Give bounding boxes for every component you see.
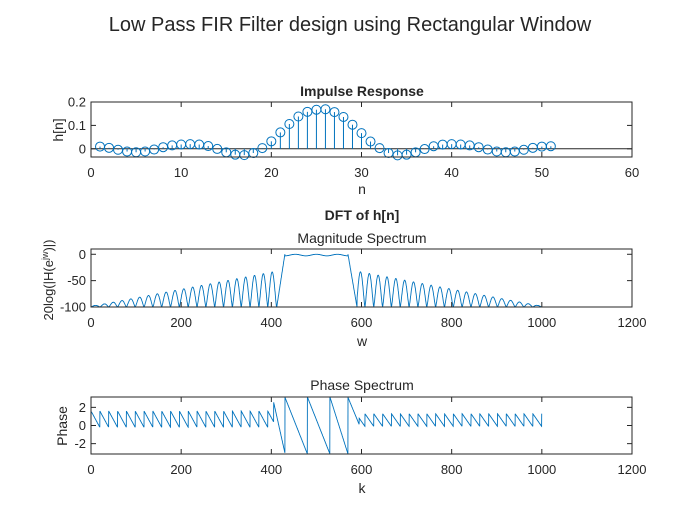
magnitude-spectrum-plot: DFT of h[n] Magnitude Spectrum 0 200 400 60…: [40, 207, 646, 349]
stem-marker: [473, 142, 484, 153]
x-tick-label: 0: [87, 462, 94, 477]
x-tick-label: 30: [354, 165, 368, 180]
x-tick-label: 60: [625, 165, 639, 180]
stem-marker: [203, 141, 214, 152]
magnitude-spectrum-title: Magnitude Spectrum: [297, 230, 426, 246]
stem-marker: [338, 111, 349, 122]
stem-marker: [374, 143, 385, 154]
x-tick-label: 600: [351, 315, 373, 330]
phase-line: [91, 397, 543, 454]
stem-marker: [320, 104, 331, 115]
x-tick-label: 200: [170, 315, 192, 330]
impulse-response-xlabel: n: [358, 181, 366, 197]
y-tick-label: -2: [74, 436, 86, 451]
phase-spectrum-ylabel: Phase: [54, 406, 70, 446]
x-tick-label: 1200: [618, 462, 647, 477]
y-tick-label: -50: [67, 273, 86, 288]
y-tick-label: -100: [60, 300, 86, 315]
stem-marker: [419, 144, 430, 155]
stem-marker: [257, 143, 268, 154]
x-tick-label: 20: [264, 165, 278, 180]
x-tick-label: 50: [535, 165, 549, 180]
magnitude-spectrum-ticks: 0 200 400 600 800 1000 1200 -100 -50 0: [60, 247, 646, 330]
x-tick-label: 1200: [618, 315, 647, 330]
stem-marker: [545, 141, 556, 152]
stem-marker: [248, 148, 259, 159]
y-tick-label: 0: [79, 141, 86, 156]
x-tick-label: 600: [351, 462, 373, 477]
x-tick-label: 0: [87, 165, 94, 180]
impulse-response-marks: [91, 104, 632, 161]
x-tick-label: 1000: [527, 462, 556, 477]
phase-spectrum-marks: [91, 397, 543, 454]
x-tick-label: 800: [441, 462, 463, 477]
x-tick-label: 400: [260, 462, 282, 477]
impulse-response-ticks: 0 10 20 30 40 50 60 0 0.1 0.2: [68, 95, 639, 181]
y-tick-label: 0: [79, 418, 86, 433]
phase-spectrum-ticks: 0 200 400 600 800 1000 1200-202: [74, 397, 646, 477]
y-tick-label: 0.1: [68, 118, 86, 133]
stem-marker: [293, 111, 304, 122]
x-tick-label: 200: [170, 462, 192, 477]
stem-marker: [266, 136, 277, 147]
impulse-response-ylabel: h[n]: [50, 118, 66, 141]
x-tick-label: 40: [444, 165, 458, 180]
magnitude-spectrum-xlabel: w: [356, 333, 368, 349]
figure-title: Low Pass FIR Filter design using Rectang…: [109, 14, 592, 36]
x-tick-label: 1000: [527, 315, 556, 330]
dft-suptitle: DFT of h[n]: [325, 207, 400, 223]
x-tick-label: 10: [174, 165, 188, 180]
magnitude-line: [91, 253, 542, 307]
stem-marker: [149, 144, 160, 155]
y-tick-label: 0.2: [68, 95, 86, 110]
y-tick-label: 0: [79, 247, 86, 262]
phase-spectrum-xlabel: k: [359, 480, 367, 496]
x-tick-label: 800: [441, 315, 463, 330]
stem-marker: [356, 128, 367, 139]
x-tick-label: 0: [87, 315, 94, 330]
stem-marker: [365, 136, 376, 147]
phase-spectrum-title: Phase Spectrum: [310, 377, 414, 393]
stem-marker: [284, 119, 295, 129]
stem-marker: [212, 143, 223, 154]
phase-spectrum-axes: [90, 396, 633, 455]
stem-marker: [401, 149, 412, 160]
magnitude-spectrum-ylabel: 20log(|H(ejw)|): [40, 239, 56, 320]
magnitude-spectrum-marks: [91, 253, 542, 307]
x-tick-label: 400: [260, 315, 282, 330]
stem-marker: [275, 127, 286, 138]
phase-spectrum-plot: Phase Spectrum 0 200 400 600 800 1000 1200-202…: [54, 377, 646, 496]
impulse-response-title: Impulse Response: [300, 83, 424, 99]
stem-marker: [347, 119, 358, 130]
y-tick-label: 2: [79, 400, 86, 415]
stem-marker: [329, 107, 340, 118]
stem-marker: [383, 148, 394, 159]
